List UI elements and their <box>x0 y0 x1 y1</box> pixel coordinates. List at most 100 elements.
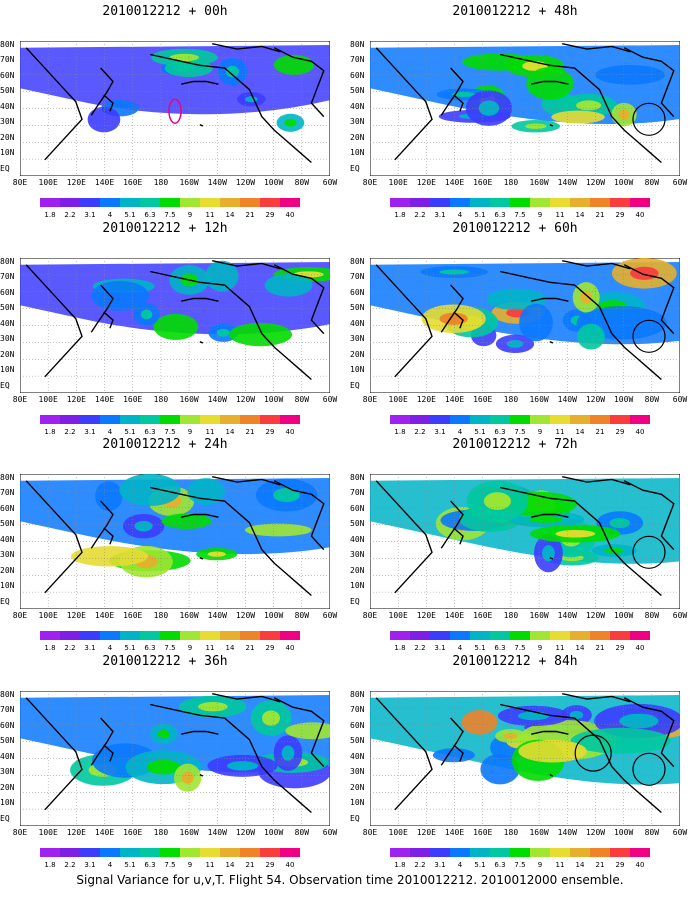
longitude-label: 100W <box>613 395 634 404</box>
latitude-label: 70N <box>0 705 15 715</box>
coastline <box>562 43 631 53</box>
longitude-label: 140E <box>94 611 115 620</box>
latitude-label: 80N <box>0 473 15 482</box>
colorbar-label: 11 <box>555 644 565 652</box>
coastline <box>236 511 312 597</box>
panel-title: 2010012212 + 84h <box>452 654 578 669</box>
longitude-label: 180 <box>153 828 169 837</box>
longitude-label: 60W <box>322 611 338 620</box>
colorbar-swatch <box>510 631 530 640</box>
colorbar-label: 2.2 <box>64 644 76 652</box>
variance-contour <box>451 91 476 97</box>
latitude-label: EQ <box>0 163 10 173</box>
coastline <box>236 728 312 814</box>
variance-contour <box>207 551 226 557</box>
colorbar <box>40 198 300 210</box>
colorbar-label: 11 <box>555 428 565 436</box>
variance-contour <box>570 727 671 754</box>
coastline <box>212 43 281 53</box>
coastline <box>181 730 219 735</box>
colorbar-label: 3.1 <box>84 644 96 652</box>
colorbar-swatch <box>280 848 300 857</box>
coastline <box>531 80 569 85</box>
latitude-label: 70N <box>0 55 15 65</box>
latitude-label: 30N <box>350 550 365 560</box>
coastline <box>199 124 204 127</box>
colorbar-label: 1.8 <box>394 644 406 652</box>
colorbar-label: 14 <box>225 428 235 436</box>
colorbar-swatch <box>510 198 530 207</box>
colorbar-label: 40 <box>635 861 645 869</box>
colorbar-label: 9 <box>537 211 543 219</box>
colorbar-swatch <box>60 415 80 424</box>
colorbar-swatch <box>240 415 260 424</box>
colorbar-swatch <box>160 415 180 424</box>
longitude-label: 180 <box>503 395 519 404</box>
longitude-label: 120E <box>416 611 436 620</box>
variance-contour <box>576 100 602 111</box>
colorbar-label: 5.1 <box>474 428 486 436</box>
latitude-label: 30N <box>350 334 365 344</box>
observation-circle <box>632 752 666 786</box>
coastline <box>181 80 219 85</box>
colorbar-label: 7.5 <box>514 211 526 219</box>
colorbar-label: 5.1 <box>124 428 136 436</box>
latitude-label: 80N <box>0 690 15 699</box>
latitude-label: 60N <box>0 720 15 730</box>
variance-contour <box>555 529 596 538</box>
colorbar-swatch <box>490 415 510 424</box>
colorbar-label: 6.3 <box>494 861 506 869</box>
coastline <box>586 511 662 597</box>
coastline <box>103 94 114 112</box>
latitude-label: 10N <box>350 581 365 591</box>
variance-contour <box>87 106 121 133</box>
longitude-label: 160W <box>529 395 549 404</box>
coastline <box>212 260 281 270</box>
coastline <box>103 744 114 762</box>
coastline <box>90 717 114 766</box>
colorbar <box>40 848 300 860</box>
colorbar <box>390 415 650 427</box>
colorbar-swatch <box>220 631 240 640</box>
longitude-label: 100W <box>613 828 634 837</box>
colorbar-swatch <box>200 415 220 424</box>
colorbar-label: 11 <box>555 861 565 869</box>
colorbar-label: 40 <box>635 644 645 652</box>
observation-circle <box>632 535 666 569</box>
colorbar-swatch <box>530 415 550 424</box>
longitude-label: 100W <box>613 611 634 620</box>
latitude-label: 60N <box>350 70 365 80</box>
colorbar-label: 7.5 <box>164 428 176 436</box>
colorbar-label: 29 <box>265 861 275 869</box>
colorbar-label: 5.1 <box>124 861 136 869</box>
variance-contour <box>228 322 293 347</box>
latitude-label: 60N <box>0 70 15 80</box>
longitude-label: 120E <box>66 828 86 837</box>
colorbar-label: 40 <box>635 428 645 436</box>
longitude-label: 140W <box>557 611 577 620</box>
colorbar-swatch <box>630 848 650 857</box>
colorbar-swatch <box>590 848 610 857</box>
colorbar-swatch <box>450 631 470 640</box>
coastline <box>103 311 114 329</box>
coastline <box>212 476 281 486</box>
longitude-label: 60W <box>322 178 338 187</box>
panel-title: 2010012212 + 00h <box>102 4 228 19</box>
colorbar-swatch <box>220 415 240 424</box>
colorbar-swatch <box>160 631 180 640</box>
latitude-label: EQ <box>350 380 360 390</box>
colorbar-label: 21 <box>595 644 605 652</box>
panel-title: 2010012212 + 24h <box>102 437 228 452</box>
colorbar-swatch <box>160 848 180 857</box>
colorbar-swatch <box>40 631 60 640</box>
colorbar-swatch <box>40 415 60 424</box>
colorbar-swatch <box>260 631 280 640</box>
coastline <box>150 703 238 730</box>
latitude-label: 30N <box>350 767 365 777</box>
colorbar <box>390 848 650 860</box>
colorbar-swatch <box>450 848 470 857</box>
variance-contour <box>580 290 593 304</box>
variance-contour <box>227 761 258 771</box>
latitude-label: 60N <box>0 287 15 297</box>
coastline <box>375 697 433 811</box>
